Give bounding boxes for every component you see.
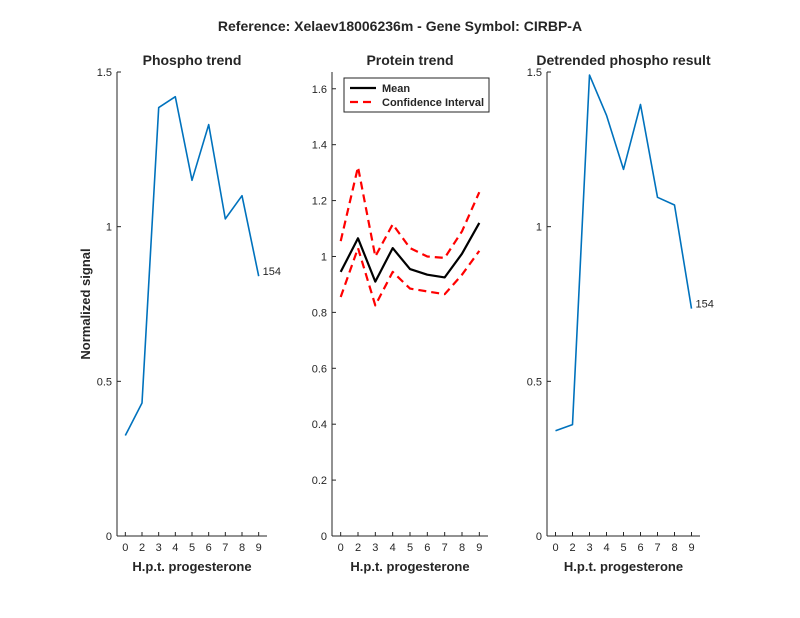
x-axis-label: H.p.t. progesterone (564, 559, 683, 574)
y-tick-label: 1 (321, 251, 327, 263)
x-tick-label: 3 (372, 542, 378, 554)
x-tick-label: 7 (654, 542, 660, 554)
x-tick-label: 2 (355, 542, 361, 554)
figure-title: Reference: Xelaev18006236m - Gene Symbol… (218, 18, 582, 34)
x-tick-label: 2 (569, 542, 575, 554)
panel-title: Phospho trend (143, 52, 242, 68)
x-tick-label: 4 (390, 542, 396, 554)
panel-title: Detrended phospho result (536, 52, 711, 68)
y-tick-label: 0 (106, 531, 112, 543)
x-axis-label: H.p.t. progesterone (350, 559, 469, 574)
y-tick-label: 0.6 (312, 363, 327, 375)
x-tick-label: 8 (239, 542, 245, 554)
x-tick-label: 9 (688, 542, 694, 554)
y-tick-label: 1.5 (97, 67, 112, 79)
y-tick-label: 1 (536, 222, 542, 234)
y-tick-label: 0.5 (527, 376, 542, 388)
series-line-detrended (555, 74, 693, 432)
x-axis-label: H.p.t. progesterone (132, 559, 251, 574)
series-line-phospho (124, 95, 260, 436)
x-tick-label: 5 (189, 542, 195, 554)
x-tick-label: 9 (256, 542, 262, 554)
x-tick-label: 8 (671, 542, 677, 554)
panel-title: Protein trend (366, 52, 453, 68)
series-line-mean (339, 222, 481, 283)
y-tick-label: 1.4 (312, 140, 327, 152)
x-tick-label: 0 (122, 542, 128, 554)
y-tick-label: 0.2 (312, 475, 327, 487)
series-line-confidence-interval-upper (339, 165, 481, 259)
y-tick-label: 0 (321, 531, 327, 543)
x-tick-label: 6 (637, 542, 643, 554)
x-tick-label: 4 (603, 542, 609, 554)
y-tick-label: 1.6 (312, 84, 327, 96)
panel-protein: 00.20.40.60.811.21.41.60 2 3 4 5 6 7 8 9Protein … (312, 52, 490, 574)
y-axis-label: Normalized signal (78, 248, 93, 359)
x-tick-label: 7 (442, 542, 448, 554)
x-tick-label: 3 (586, 542, 592, 554)
x-tick-label: 4 (172, 542, 178, 554)
x-tick-label: 0 (552, 542, 558, 554)
x-tick-label: 5 (407, 542, 413, 554)
y-tick-label: 0.4 (312, 419, 327, 431)
y-tick-label: 1.5 (527, 67, 542, 79)
x-tick-label: 7 (222, 542, 228, 554)
x-tick-label: 3 (156, 542, 162, 554)
y-tick-label: 0 (536, 531, 542, 543)
x-tick-label: 8 (459, 542, 465, 554)
y-tick-label: 1 (106, 222, 112, 234)
y-tick-label: 0.8 (312, 307, 327, 319)
legend-label: Mean (382, 83, 410, 95)
x-tick-label: 6 (206, 542, 212, 554)
legend: Mean Confidence Interval (343, 77, 490, 113)
end-point-annotation: 154 (696, 299, 714, 311)
legend-label: Confidence Interval (382, 97, 484, 109)
y-tick-label: 0.5 (97, 376, 112, 388)
x-tick-label: 5 (620, 542, 626, 554)
x-tick-label: 9 (476, 542, 482, 554)
x-tick-label: 6 (424, 542, 430, 554)
series-line-confidence-interval-lower (339, 247, 481, 307)
end-point-annotation: 154 (263, 266, 281, 278)
legend-box (343, 77, 490, 113)
x-tick-label: 2 (139, 542, 145, 554)
y-tick-label: 1.2 (312, 196, 327, 208)
x-tick-label: 0 (338, 542, 344, 554)
